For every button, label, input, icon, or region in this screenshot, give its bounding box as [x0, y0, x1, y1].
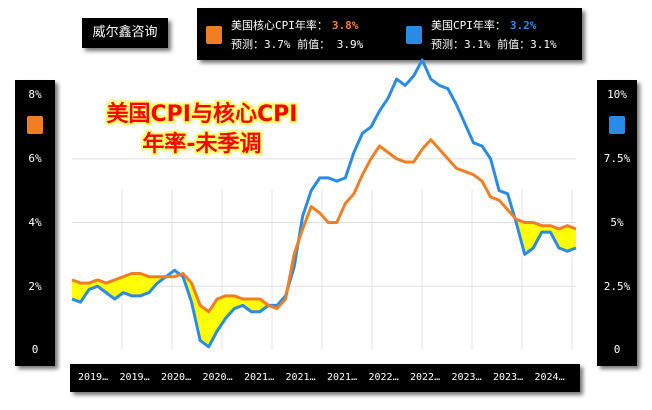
fill-segment	[200, 305, 209, 347]
x-tick-label: 2021…	[285, 372, 316, 383]
fill-segment	[251, 299, 260, 312]
grid-lines	[72, 158, 576, 350]
x-tick-label: 2019…	[119, 372, 150, 383]
right-axis-panel: 10% 7.5% 5% 2.5% 0	[597, 80, 637, 366]
fill-segment	[567, 225, 576, 252]
cpi-swatch	[406, 26, 422, 44]
left-tick-label: 0	[31, 343, 39, 356]
chart-title: 美国CPI与核心CPI 年率-未季调	[82, 100, 322, 160]
fill-segment	[558, 225, 568, 252]
legend-core-cpi: 美国核心CPI年率： 3.8% 预测：3.7% 前值： 3.9%	[197, 8, 397, 60]
x-axis-panel: 2019… 2019… 2020… 2020… 2021… 2021… 2021… 2022……	[70, 364, 580, 392]
legend-box: 美国核心CPI年率： 3.8% 预测：3.7% 前值： 3.9% 美国CPI年率：…	[197, 8, 582, 60]
right-axis-cpi-swatch	[609, 116, 625, 134]
series-lines	[71, 58, 577, 349]
left-tick-label: 6%	[28, 152, 42, 165]
cpi-line	[71, 58, 577, 349]
fill-segment	[217, 295, 226, 331]
fill-segment	[225, 295, 235, 319]
fill-segment	[72, 279, 81, 303]
right-tick-label: 2.5%	[603, 280, 631, 293]
right-tick-label: 10%	[607, 88, 627, 101]
core-cpi-forecast: 预测：3.7%	[231, 38, 291, 51]
fill-segment	[131, 273, 141, 296]
core-cpi-previous: 前值： 3.9%	[297, 38, 364, 51]
x-tick-label: 2021…	[327, 372, 358, 383]
core-cpi-value: 3.8%	[331, 19, 359, 32]
right-tick-label: 0	[613, 343, 621, 356]
left-axis-panel: 8% 6% 4% 2% 0	[15, 80, 55, 366]
x-tick-label: 2024…	[534, 372, 565, 383]
cpi-name: 美国CPI年率：	[431, 19, 506, 32]
cpi-forecast: 预测：3.1%	[431, 38, 491, 51]
left-axis-core-swatch	[27, 116, 43, 134]
fill-segment	[541, 225, 551, 233]
fill-segment	[106, 279, 115, 299]
fill-segment	[524, 222, 534, 255]
left-tick-label: 8%	[28, 88, 42, 101]
fill-segment	[123, 273, 132, 296]
core-cpi-name: 美国核心CPI年率：	[231, 19, 328, 32]
right-tick-label: 7.5%	[603, 152, 631, 165]
legend-cpi: 美国CPI年率： 3.2% 预测：3.1% 前值：3.1%	[397, 8, 582, 60]
x-tick-label: 2022…	[368, 372, 399, 383]
left-tick-label: 4%	[28, 216, 42, 229]
x-tick-label: 2019…	[78, 372, 109, 383]
cpi-value: 3.2%	[509, 19, 537, 32]
x-tick-label: 2023…	[451, 372, 482, 383]
fill-segment	[140, 273, 149, 296]
x-tick-label: 2020…	[202, 372, 233, 383]
chart-title-line2: 年率-未季调	[142, 132, 262, 157]
left-tick-label: 2%	[28, 280, 42, 293]
cpi-previous: 前值：3.1%	[497, 38, 557, 51]
brand-logo: 威尔鑫咨询	[82, 18, 168, 48]
x-tick-label: 2021…	[244, 372, 275, 383]
core-cpi-swatch	[206, 26, 222, 44]
x-tick-label: 2022…	[410, 372, 441, 383]
chart-title-line1: 美国CPI与核心CPI	[106, 102, 298, 127]
core-cpi-line	[71, 138, 577, 314]
x-tick-label: 2023…	[493, 372, 524, 383]
gap-fill	[72, 219, 576, 347]
right-tick-label: 5%	[610, 216, 624, 229]
x-tick-label: 2020…	[161, 372, 192, 383]
